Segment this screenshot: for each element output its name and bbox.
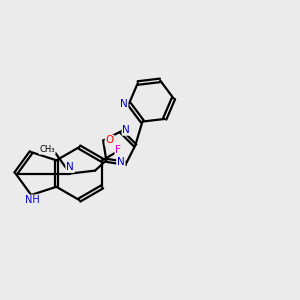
Text: N: N bbox=[120, 99, 128, 109]
Text: N: N bbox=[66, 162, 74, 172]
Text: CH₃: CH₃ bbox=[39, 145, 55, 154]
Text: NH: NH bbox=[25, 195, 40, 205]
Text: N: N bbox=[117, 157, 125, 167]
Text: N: N bbox=[122, 125, 130, 135]
Text: F: F bbox=[115, 145, 121, 155]
Text: O: O bbox=[106, 136, 114, 146]
